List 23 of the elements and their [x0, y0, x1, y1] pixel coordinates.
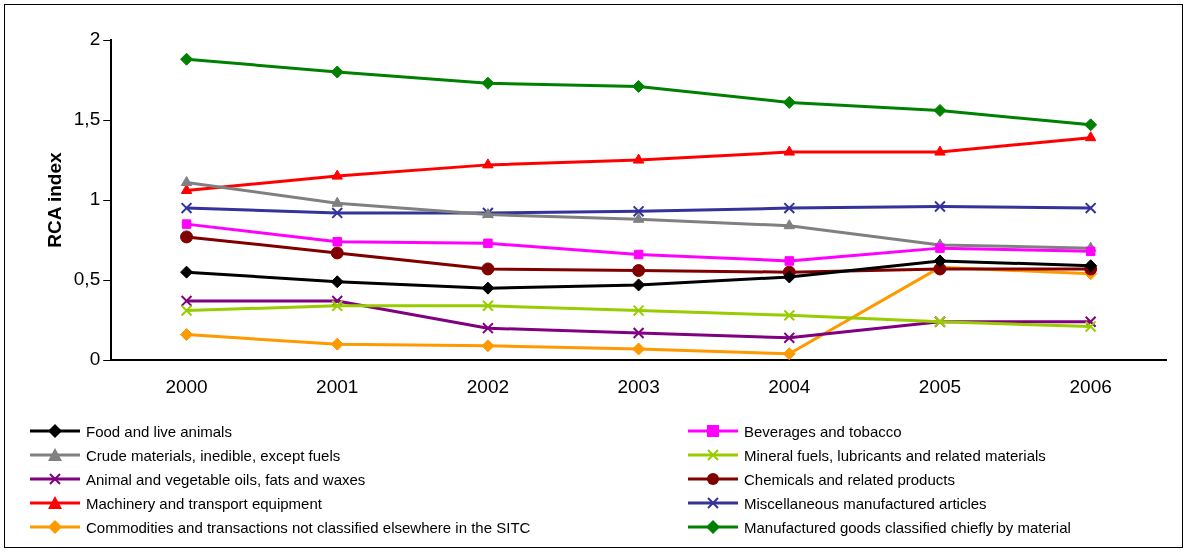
legend-label: Food and live animals	[86, 422, 232, 440]
x-tick-label: 2000	[165, 375, 208, 397]
x-tick-label: 2001	[316, 375, 359, 397]
legend-label: Animal and vegetable oils, fats and waxes	[86, 470, 366, 488]
x-tick-label: 2005	[918, 375, 962, 397]
y-tick-label: 1,5	[73, 108, 101, 130]
legend-label: Chemicals and related products	[744, 470, 955, 488]
legend-label: Mineral fuels, lubricants and related materials	[744, 446, 1046, 464]
legend-label: Manufactured goods classified chiefly by material	[744, 518, 1071, 536]
x-tick-label: 2006	[1069, 375, 1112, 397]
y-tick-label: 1	[89, 188, 101, 210]
x-tick-label: 2004	[768, 375, 811, 397]
legend-label: Beverages and tobacco	[744, 422, 902, 440]
y-tick-label: 0,5	[73, 268, 101, 290]
legend-label: Machinery and transport equipment	[86, 494, 322, 512]
legend-label: Miscellaneous manufactured articles	[744, 494, 987, 512]
legend-label: Commodities and transactions not classified elsewhere in the SITC	[86, 518, 531, 536]
y-tick-label: 2	[89, 28, 101, 50]
y-axis-title: RCA index	[43, 151, 65, 248]
x-tick-label: 2003	[617, 375, 660, 397]
x-tick-label: 2002	[466, 375, 510, 397]
y-tick-label: 0	[89, 348, 101, 370]
legend-label: Crude materials, inedible, except fuels	[86, 446, 341, 464]
